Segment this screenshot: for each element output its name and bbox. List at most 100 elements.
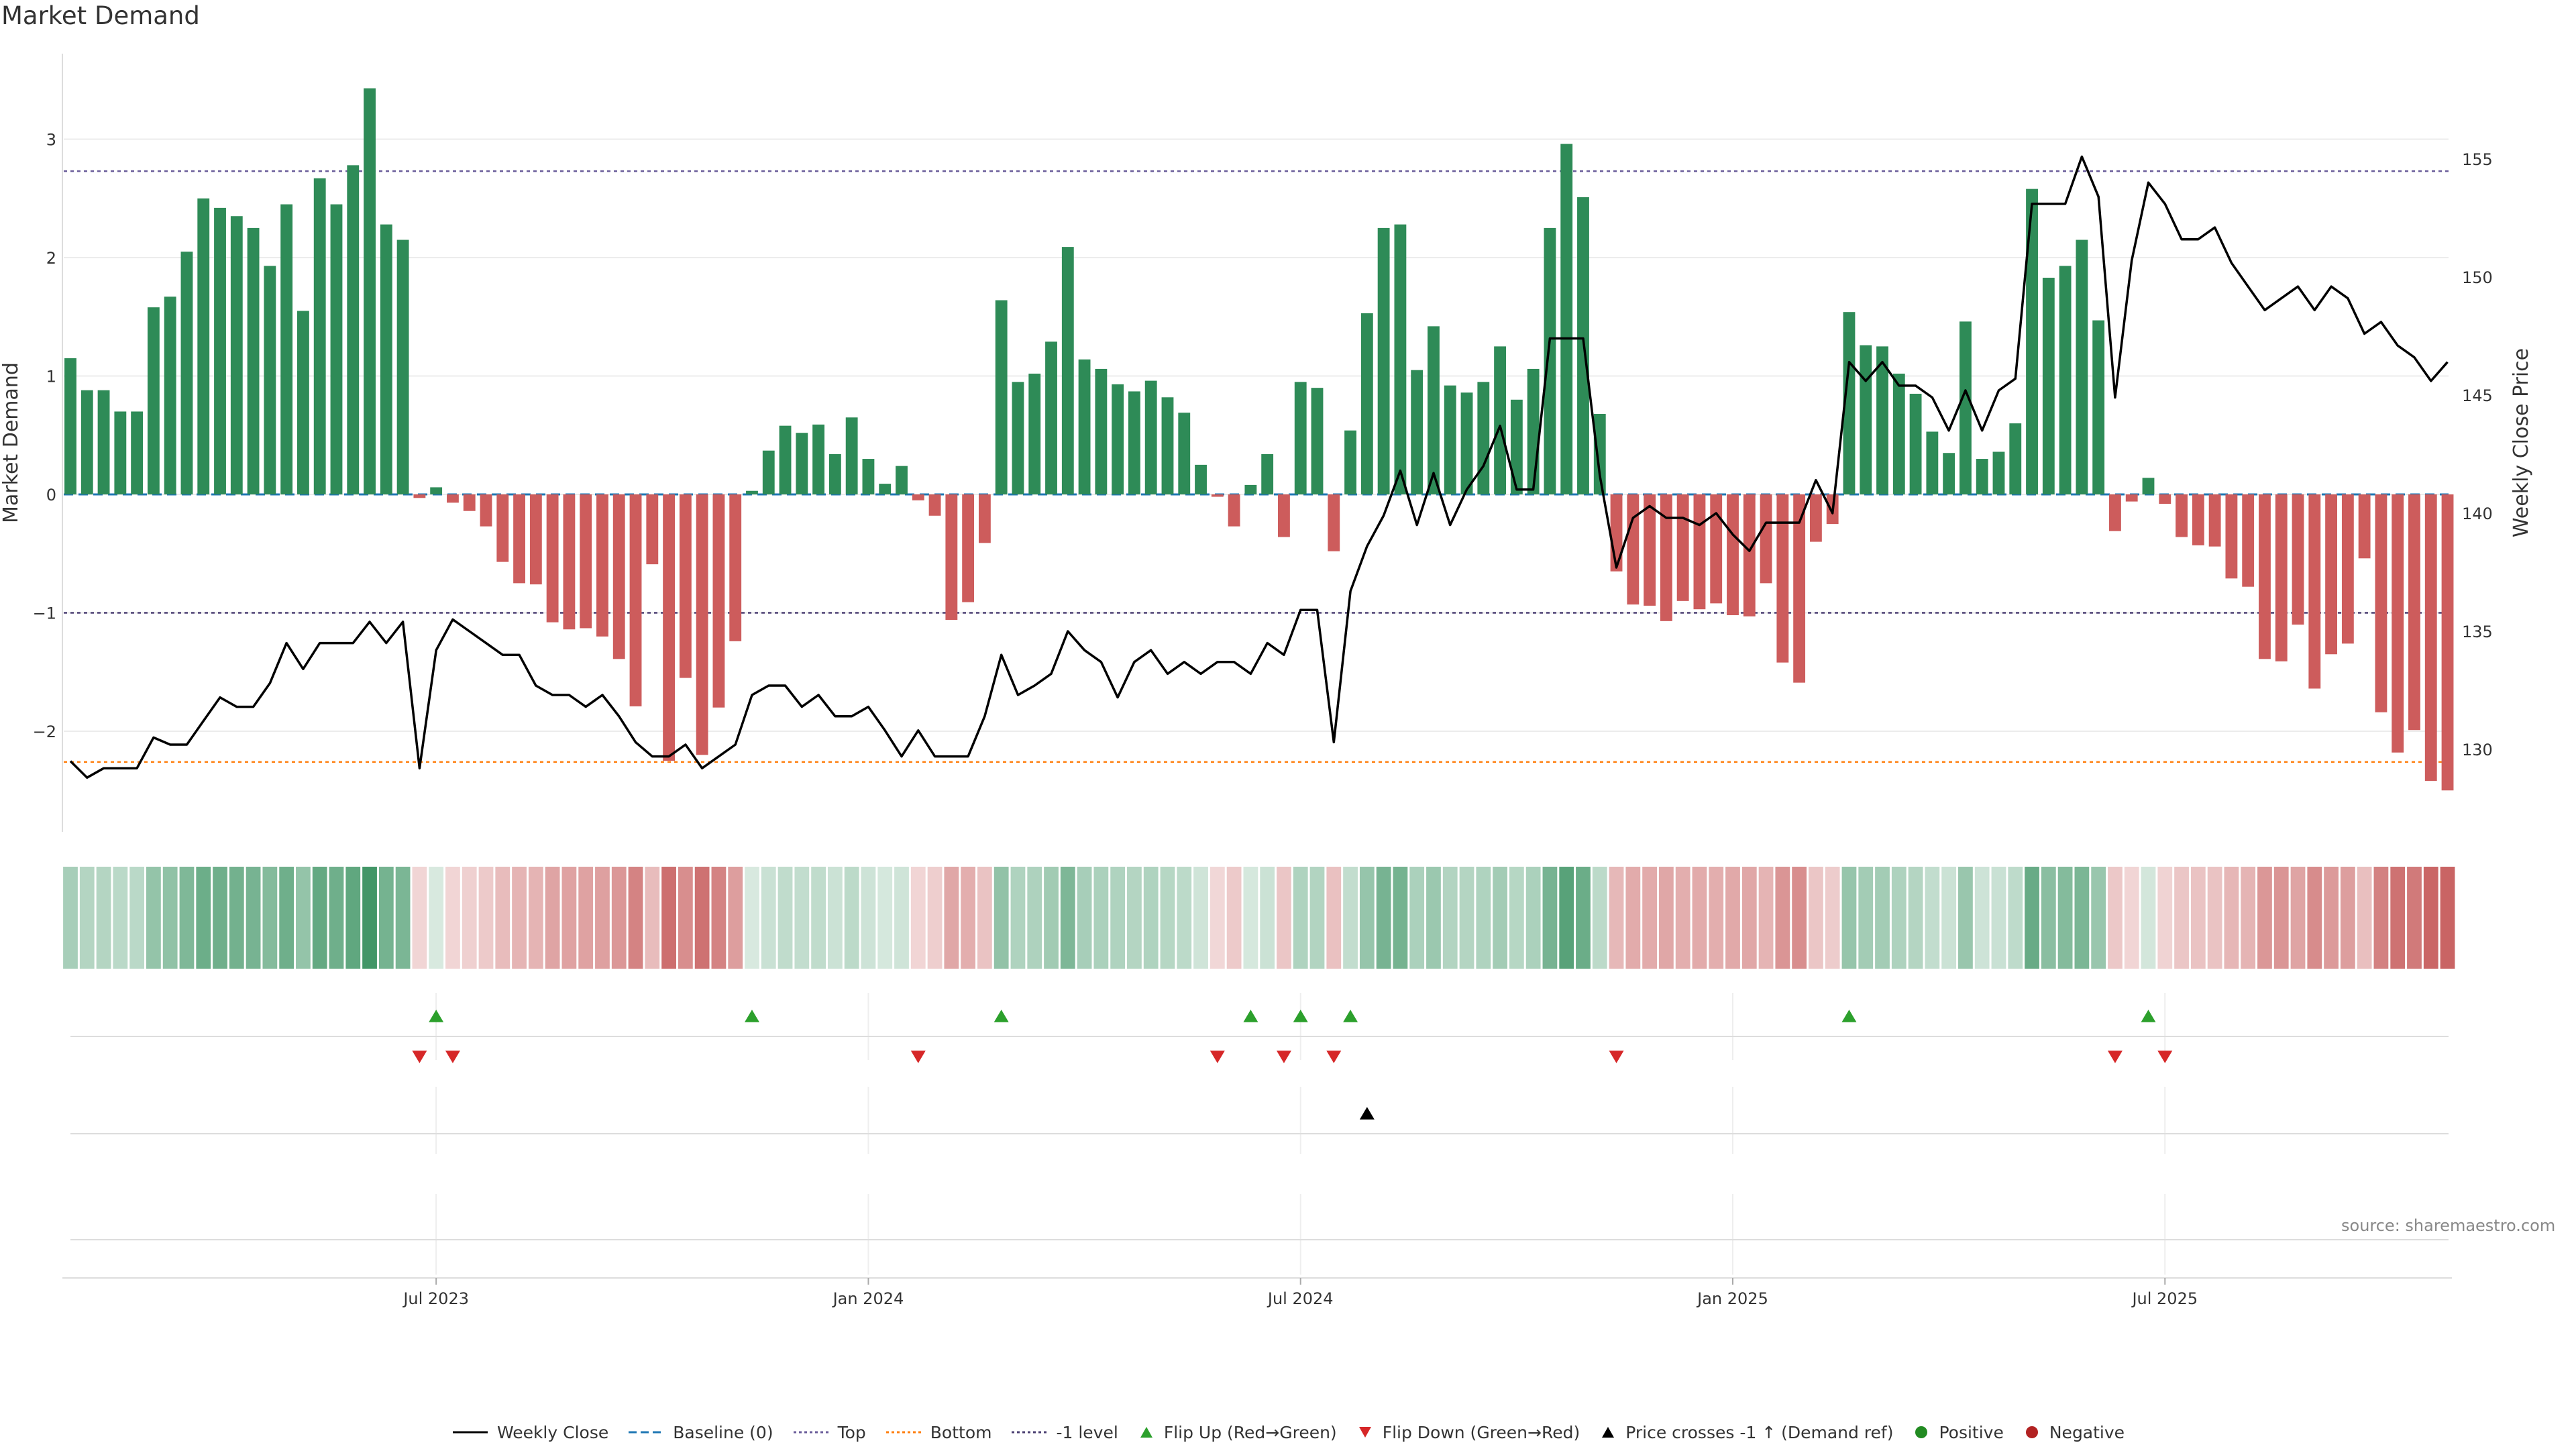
demand-bar xyxy=(862,459,875,494)
strip-cell xyxy=(79,867,95,969)
strip-cell xyxy=(2257,867,2272,969)
strip-cell xyxy=(2373,867,2389,969)
demand-bar xyxy=(1178,413,1191,494)
demand-bar xyxy=(413,494,426,498)
demand-bar xyxy=(1278,494,1290,537)
demand-bar xyxy=(796,433,808,494)
demand-bar xyxy=(2424,494,2437,782)
legend-item: Top xyxy=(792,1423,866,1442)
strip-cell xyxy=(1958,867,1973,969)
demand-bar xyxy=(912,494,924,500)
demand-bar xyxy=(2092,320,2105,494)
strip-cell xyxy=(877,867,893,969)
demand-bar xyxy=(1228,494,1240,527)
strip-cell xyxy=(628,867,643,969)
demand-bar xyxy=(1976,459,1988,494)
demand-bar xyxy=(1510,399,1523,494)
demand-bar xyxy=(2026,189,2038,494)
strip-cell xyxy=(2108,867,2123,969)
strip-cell xyxy=(1542,867,1558,969)
strip-cell xyxy=(2207,867,2222,969)
strip-cell xyxy=(2224,867,2239,969)
y-tick-label: 1 xyxy=(46,368,56,386)
strip-cell xyxy=(1160,867,1175,969)
x-tick-label: Jul 2023 xyxy=(402,1289,469,1308)
strip-cell xyxy=(1609,867,1624,969)
demand-bar xyxy=(995,300,1008,494)
y2-tick-label: 135 xyxy=(2462,623,2493,641)
strip-cell xyxy=(2074,867,2090,969)
demand-bar xyxy=(2159,494,2171,504)
demand-bar xyxy=(1892,373,1905,494)
legend-label: Positive xyxy=(1939,1422,2004,1442)
strip-cell xyxy=(229,867,244,969)
strip-cell xyxy=(1143,867,1159,969)
strip-cell xyxy=(961,867,976,969)
demand-bar xyxy=(1644,494,1656,606)
strip-cell xyxy=(2357,867,2372,969)
gridlines xyxy=(64,138,2449,1275)
demand-bar xyxy=(1078,359,1091,494)
strip-cell xyxy=(827,867,843,969)
y-tick-label: 2 xyxy=(46,249,56,268)
strip-cell xyxy=(1476,867,1491,969)
strip-cell xyxy=(861,867,876,969)
demand-bar xyxy=(1344,430,1356,494)
strip-cell xyxy=(279,867,294,969)
strip-cell xyxy=(561,867,577,969)
strip-cell xyxy=(1393,867,1408,969)
demand-bar xyxy=(280,204,293,494)
flip-up-marker xyxy=(429,1010,444,1022)
legend-swatch xyxy=(452,1431,488,1434)
demand-bar xyxy=(762,450,775,494)
strip-cell xyxy=(1875,867,1890,969)
demand-bar xyxy=(1494,346,1507,494)
demand-bar xyxy=(1161,397,1174,494)
strip-cell xyxy=(2157,867,2173,969)
strip-cell xyxy=(1010,867,1026,969)
strip-cell xyxy=(2324,867,2339,969)
strip-cell xyxy=(994,867,1009,969)
demand-bar xyxy=(746,490,758,494)
reference-lines xyxy=(64,170,2449,763)
y-tick-label: −2 xyxy=(33,722,56,741)
strip-cell xyxy=(1941,867,1957,969)
demand-bar xyxy=(131,411,144,494)
strip-cell xyxy=(977,867,992,969)
strip-cell xyxy=(1891,867,1907,969)
demand-bar xyxy=(546,494,559,623)
legend-label: Flip Down (Green→Red) xyxy=(1382,1422,1580,1442)
strip-cell xyxy=(2390,867,2406,969)
demand-bar xyxy=(2392,494,2404,753)
demand-bar xyxy=(1211,494,1224,497)
demand-bar xyxy=(596,494,608,637)
demand-bar xyxy=(380,224,392,494)
strip-cell xyxy=(462,867,477,969)
demand-bar xyxy=(313,178,326,494)
strip-cell xyxy=(2091,867,2106,969)
strip-cell xyxy=(179,867,195,969)
demand-bar xyxy=(1411,370,1424,494)
strip-cell xyxy=(1359,867,1375,969)
flip-up-marker xyxy=(1293,1010,1308,1022)
legend-swatch xyxy=(2025,1426,2038,1438)
demand-bar xyxy=(2408,494,2420,731)
legend-label: Top xyxy=(837,1422,866,1442)
demand-bar xyxy=(64,358,76,494)
flip-down-marker xyxy=(412,1051,427,1063)
strip-cell xyxy=(2190,867,2206,969)
strip-cell xyxy=(1077,867,1092,969)
demand-bar xyxy=(1693,494,1706,610)
flip-up-marker xyxy=(1343,1010,1358,1022)
demand-bar xyxy=(114,411,127,494)
strip-cell xyxy=(2273,867,2289,969)
event-markers xyxy=(412,1010,2173,1120)
demand-bar xyxy=(230,216,243,494)
demand-bars xyxy=(64,88,2454,791)
flip-down-marker xyxy=(1210,1051,1225,1063)
demand-bar xyxy=(1261,453,1274,494)
legend-swatch-shape xyxy=(1602,1427,1615,1438)
demand-bar xyxy=(180,252,193,494)
strip-cell xyxy=(429,867,444,969)
